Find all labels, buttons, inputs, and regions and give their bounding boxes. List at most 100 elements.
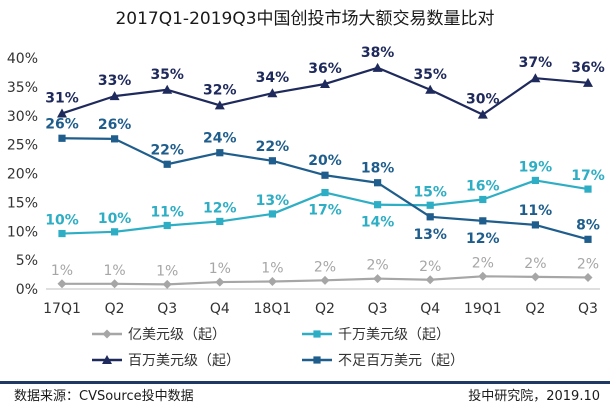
data-point [162,84,173,94]
data-point [162,279,172,289]
data-point [583,272,593,282]
data-point [530,272,540,282]
data-point [530,73,541,83]
data-label: 13% [256,193,290,209]
x-tick-label: Q2 [525,301,545,317]
data-label: 11% [150,204,184,220]
x-tick-label: Q3 [157,301,177,317]
data-point [320,275,330,285]
x-tick-label: Q3 [368,301,388,317]
chart-title: 2017Q1-2019Q3中国创投市场大额交易数量比对 [115,9,494,29]
data-label: 13% [413,227,447,243]
data-point [216,217,224,226]
data-source-note: 数据来源：CVSource投中数据 [14,389,194,404]
legend-entry: 百万美元级（起） [128,353,240,369]
legend-entry: 亿美元级（起） [128,327,226,343]
data-label: 2% [314,259,336,275]
x-tick-label: Q4 [420,301,440,317]
data-label: 22% [256,139,290,155]
data-point [214,100,225,110]
data-label: 33% [98,73,132,89]
legend-swatch-marker [102,355,112,364]
y-tick-label: 15% [7,195,38,211]
y-tick-label: 20% [7,167,38,183]
data-point [583,77,593,87]
data-label: 36% [308,61,342,77]
data-label: 1% [103,263,125,279]
data-label: 17% [308,203,342,219]
data-label: 10% [98,211,132,227]
data-label: 2% [366,258,388,274]
data-label: 16% [466,178,500,194]
data-point [425,275,435,285]
data-label: 11% [519,203,553,219]
y-tick-label: 25% [7,138,38,154]
data-label: 22% [150,142,184,158]
x-tick-label: Q2 [315,301,335,317]
data-point [109,91,120,101]
data-label: 36% [571,60,605,76]
data-point [321,188,329,197]
y-tick-label: 0% [16,282,38,298]
data-label: 2% [577,256,599,272]
data-label: 1% [156,263,178,279]
data-point [372,62,383,72]
x-tick-label: Q4 [210,301,230,317]
data-point [479,195,487,204]
data-point [215,277,225,287]
data-point [426,213,434,221]
data-label: 2% [472,255,494,271]
legend-entry: 不足百万美元（起） [338,353,464,369]
data-label: 2% [419,259,441,275]
data-label: 38% [361,45,395,61]
data-point [111,135,119,143]
data-label: 32% [203,82,237,98]
y-tick-label: 30% [7,109,38,125]
legend-swatch-marker [102,329,112,339]
data-label: 26% [98,117,132,133]
data-point [57,279,67,289]
data-label: 31% [45,90,79,106]
data-label: 24% [203,131,237,147]
data-point [267,276,277,286]
data-point [111,228,119,236]
data-label: 19% [519,159,553,175]
data-point [58,229,66,238]
data-label: 1% [51,263,73,279]
y-tick-label: 40% [7,51,38,67]
data-label: 18% [361,161,395,177]
data-point [110,279,120,289]
data-point [163,160,171,168]
data-label: 35% [150,67,184,83]
data-point [57,108,67,118]
x-tick-label: 17Q1 [43,301,81,317]
footer-divider [0,381,610,384]
data-point [477,109,488,119]
x-tick-label: 19Q1 [464,301,502,317]
data-label: 30% [466,92,500,108]
data-label: 8% [576,217,600,233]
data-label: 1% [261,260,283,276]
data-label: 26% [45,116,79,132]
data-label: 34% [256,70,290,86]
data-point [320,78,330,88]
data-point [531,221,539,229]
data-label: 12% [203,200,237,216]
data-label: 20% [308,153,342,169]
data-point [373,274,383,284]
data-point [374,179,382,187]
data-point [584,235,592,243]
data-label: 2% [524,256,546,272]
data-point [268,210,276,218]
data-label: 14% [361,215,395,231]
data-label: 35% [413,67,447,83]
x-tick-label: 18Q1 [254,301,292,317]
data-point [426,201,434,209]
legend-swatch-marker [313,330,321,338]
data-point [58,134,66,142]
legend-swatch-marker [313,356,321,364]
legend-entry: 千万美元级（起） [338,327,450,343]
data-label: 17% [571,168,605,184]
data-point [321,171,329,179]
